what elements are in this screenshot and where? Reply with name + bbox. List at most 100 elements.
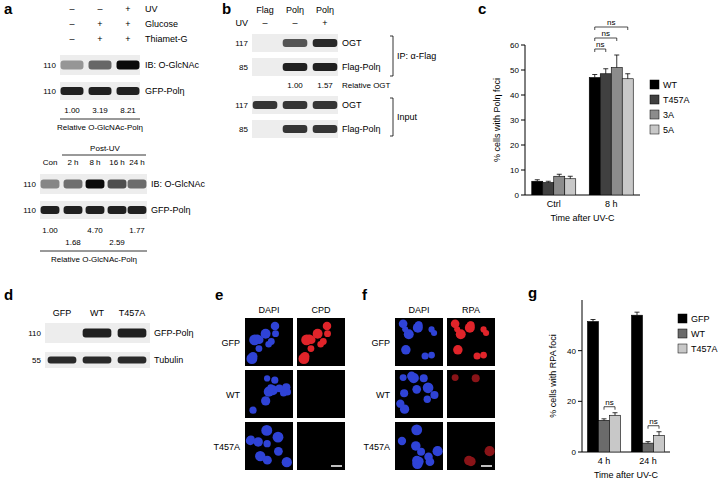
- error-bar: [657, 432, 662, 436]
- nucleus: [467, 321, 474, 328]
- nucleus: [411, 424, 422, 435]
- nucleus: [263, 440, 270, 447]
- blot-band: [313, 63, 338, 71]
- blot-band: [108, 180, 127, 189]
- nucleus: [423, 383, 434, 394]
- y-tick: [521, 70, 525, 71]
- bar: [532, 181, 543, 195]
- lane-label: Flag: [256, 5, 274, 15]
- condition-sign: –: [97, 4, 102, 14]
- quant-value: 1.68: [65, 238, 81, 247]
- legend-swatch: [650, 125, 659, 134]
- bar: [543, 183, 554, 196]
- blot-label: OGT: [342, 100, 362, 110]
- nucleus: [400, 374, 407, 381]
- mw-marker: 85: [239, 125, 248, 134]
- annotation-bracket: [595, 38, 617, 41]
- panel-letter: d: [4, 286, 13, 303]
- mw-marker: 110: [43, 61, 56, 70]
- condition-sign: +: [97, 34, 102, 44]
- blot-band: [313, 101, 338, 109]
- blot-band: [128, 206, 147, 214]
- nucleus: [273, 432, 284, 443]
- nucleus: [424, 452, 433, 461]
- blot-label: Flag-Polη: [342, 124, 381, 134]
- lane-label: WT: [90, 308, 104, 318]
- error-bar: [568, 176, 573, 179]
- error-bar: [557, 174, 562, 176]
- column-header: DAPI: [408, 305, 429, 315]
- annotation-bracket: [595, 49, 606, 52]
- figure: a––+UV–++Glucose–++Thiamet-G110IB: O-Glc…: [0, 0, 727, 487]
- bracket: [390, 98, 393, 136]
- bars: [532, 55, 634, 195]
- row-label: WT: [376, 390, 390, 400]
- underline: [60, 119, 140, 120]
- annotation: ns: [605, 398, 613, 407]
- blot-strip: [45, 323, 150, 343]
- blot-band: [61, 87, 84, 95]
- panel-letter: a: [4, 0, 13, 17]
- mw-marker: 55: [32, 356, 41, 365]
- y-axis-label: % cells with RPA foci: [548, 334, 558, 417]
- micrograph: [395, 370, 443, 418]
- x-tick-label: 4 h: [598, 456, 611, 466]
- nucleus: [400, 405, 409, 414]
- nucleus: [407, 372, 416, 381]
- blot-label: GFP-Polη: [145, 86, 185, 96]
- column-header: RPA: [462, 305, 480, 315]
- legend-swatch: [650, 80, 659, 89]
- bar: [632, 315, 643, 452]
- blot-strip: [45, 352, 150, 368]
- nucleus: [261, 396, 270, 405]
- quant-value: 1.00: [42, 226, 58, 235]
- legend-label: T457A: [691, 344, 718, 354]
- y-tick: [521, 145, 525, 146]
- bracket-label: IP: α-Flag: [397, 51, 436, 61]
- y-tick: [578, 350, 582, 351]
- micrograph: [447, 370, 495, 418]
- blot-band: [41, 206, 60, 214]
- bars: [588, 312, 665, 452]
- blot-band: [41, 180, 60, 189]
- nucleus: [472, 374, 480, 382]
- error-bar: [591, 320, 596, 322]
- y-tick-label: 50: [510, 66, 519, 75]
- nucleus: [323, 322, 331, 330]
- y-tick: [521, 45, 525, 46]
- nucleus: [430, 391, 438, 399]
- nucleus: [264, 387, 274, 397]
- error-bar: [546, 181, 551, 182]
- error-bar: [635, 312, 640, 315]
- y-tick-label: 10: [510, 166, 519, 175]
- blot-strip: [60, 55, 140, 75]
- nucleus: [264, 375, 270, 381]
- nucleus: [428, 326, 434, 332]
- quant-value: 1.57: [317, 81, 333, 90]
- panel-letter: c: [478, 0, 486, 17]
- nucleus: [454, 326, 460, 332]
- lane-label: 2 h: [67, 158, 78, 167]
- condition-sign: –: [69, 19, 74, 29]
- nucleus: [480, 326, 486, 332]
- nucleus: [424, 396, 431, 403]
- bar: [622, 79, 633, 195]
- micrograph: [245, 422, 293, 470]
- legend-swatch: [678, 329, 687, 338]
- blot-label: IB: O-GlcNAc: [145, 60, 200, 70]
- condition-sign: +: [125, 4, 130, 14]
- condition-sign: –: [69, 4, 74, 14]
- y-tick-label: 30: [510, 116, 519, 125]
- lane-label: T457A: [119, 308, 146, 318]
- quant-value: 1.00: [64, 106, 80, 115]
- blot-band: [83, 329, 112, 338]
- blot-strip: [252, 120, 338, 138]
- scale-bar: [481, 465, 492, 467]
- nucleus: [271, 377, 278, 384]
- legend-label: WT: [663, 80, 677, 90]
- bracket: [390, 36, 393, 76]
- mw-marker: 110: [43, 87, 56, 96]
- nucleus: [274, 447, 283, 456]
- nucleus: [434, 449, 441, 456]
- mw-marker: 110: [23, 180, 36, 189]
